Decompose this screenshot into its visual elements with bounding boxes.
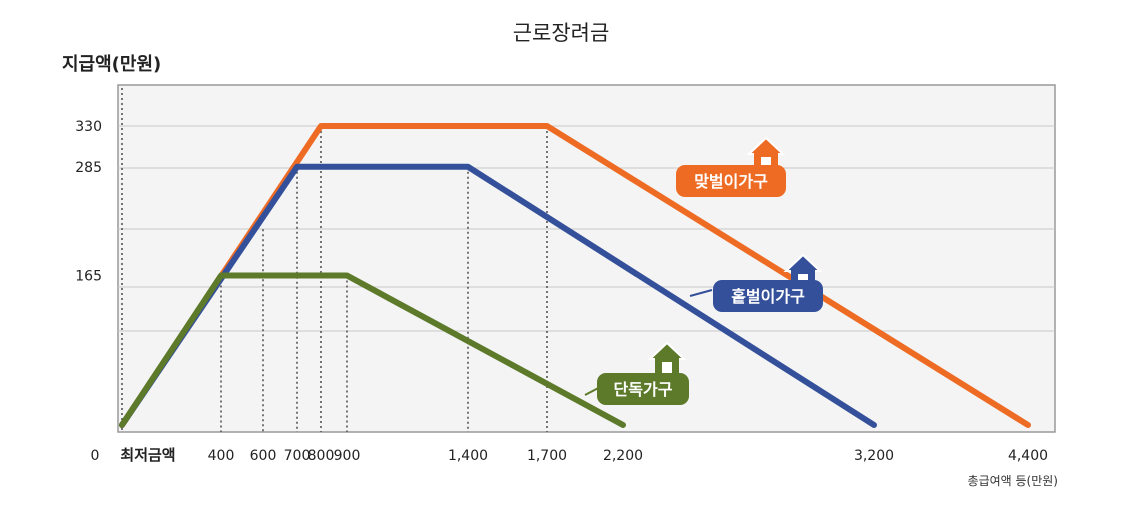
series-line-2 bbox=[119, 272, 626, 428]
y-tick-label: 285 bbox=[75, 160, 102, 176]
series-label: 홑벌이가구 bbox=[731, 287, 805, 306]
series-label: 맞벌이가구 bbox=[694, 172, 768, 191]
x-tick-label: 2,200 bbox=[603, 448, 643, 464]
x-tick-label: 800 bbox=[308, 448, 335, 464]
x-tick-label: 1,400 bbox=[448, 448, 488, 464]
x-tick-label: 600 bbox=[250, 448, 277, 464]
chart-title: 근로장려금 bbox=[513, 21, 610, 45]
origin-label: 0 bbox=[91, 448, 100, 464]
x-tick-label: 700 bbox=[284, 448, 311, 464]
x-tick-label: 1,700 bbox=[527, 448, 567, 464]
grid bbox=[118, 125, 1055, 332]
x-axis-label: 총급여액 등(만원) bbox=[968, 474, 1058, 488]
x-tick-label: 3,200 bbox=[854, 448, 894, 464]
house-icon bbox=[647, 341, 687, 373]
y-tick-label: 330 bbox=[75, 119, 102, 135]
house-icon bbox=[746, 136, 786, 168]
series-label: 단독가구 bbox=[614, 380, 673, 399]
series-badge bbox=[713, 280, 823, 312]
x-start-label: 최저금액 bbox=[120, 446, 175, 464]
series-lines bbox=[119, 123, 1031, 428]
y-axis-label: 지급액(만원) bbox=[62, 54, 161, 75]
badge-connector bbox=[689, 289, 713, 297]
x-tick-label: 900 bbox=[334, 448, 361, 464]
x-tick-label: 400 bbox=[208, 448, 235, 464]
x-tick-label: 4,400 bbox=[1008, 448, 1048, 464]
series-badge bbox=[676, 165, 786, 197]
y-tick-label: 165 bbox=[75, 269, 102, 285]
series-badge bbox=[597, 373, 689, 405]
plot-background bbox=[117, 84, 1056, 433]
